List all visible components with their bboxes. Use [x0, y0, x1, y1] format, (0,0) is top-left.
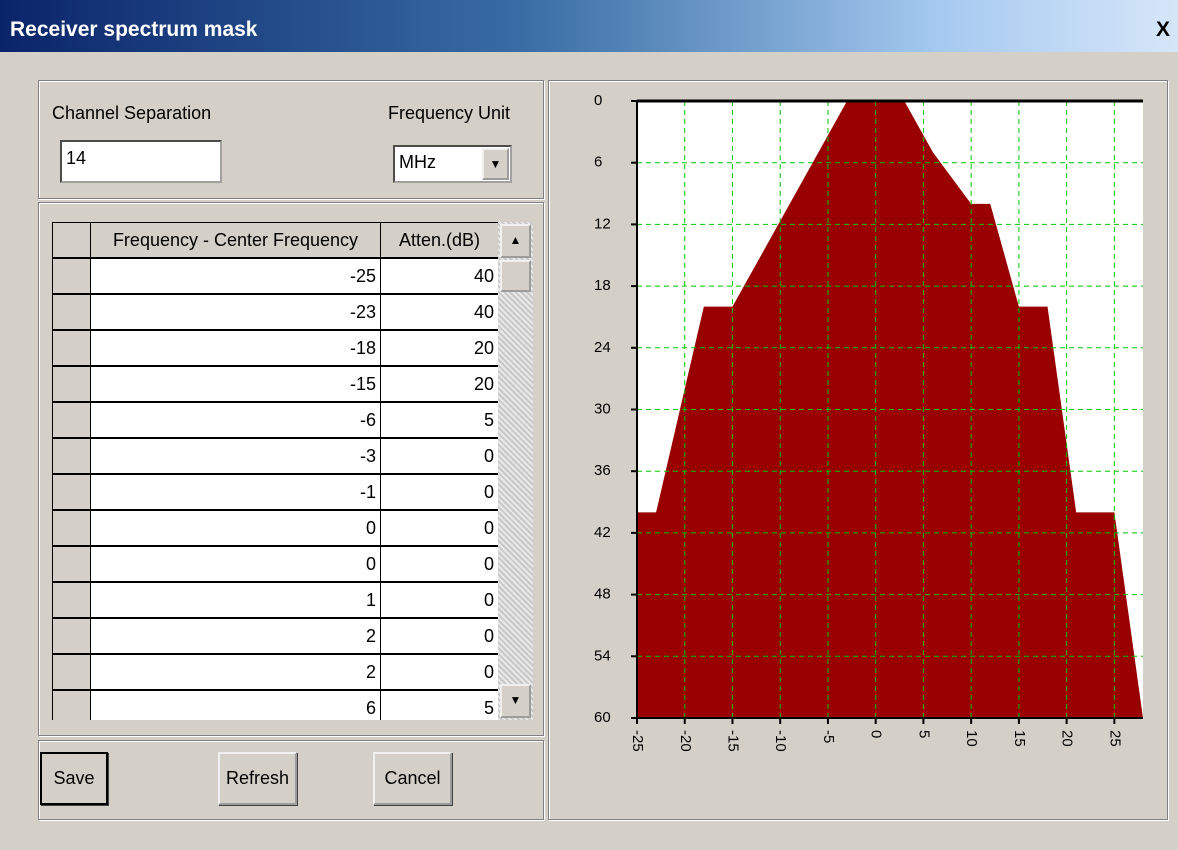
attenuation-cell: 20	[381, 331, 498, 367]
mask-table: Frequency - Center Frequency Atten.(dB) -2…	[52, 222, 498, 720]
frequency-cell: -25	[91, 259, 381, 295]
frequency-cell: -23	[91, 295, 381, 331]
row-header	[53, 619, 91, 655]
y-tick-label: 36	[594, 462, 611, 479]
x-tick-label: 10	[963, 730, 980, 747]
frequency-cell: 0	[91, 511, 381, 547]
y-tick-label: 30	[594, 400, 611, 417]
attenuation-cell: 0	[381, 475, 498, 511]
frequency-cell: -3	[91, 439, 381, 475]
scrollbar[interactable]	[498, 222, 533, 720]
x-tick-label: 0	[868, 730, 885, 738]
y-tick-label: 0	[594, 92, 602, 109]
button-panel	[38, 740, 544, 820]
save-button[interactable]: Save	[40, 752, 108, 805]
row-header	[53, 655, 91, 691]
column-header: Atten.(dB)	[381, 223, 498, 259]
x-tick-label: -5	[820, 730, 837, 743]
row-header	[53, 403, 91, 439]
refresh-button[interactable]: Refresh	[218, 752, 297, 805]
y-tick-label: 42	[594, 524, 611, 541]
frequency-unit-label: Frequency Unit	[388, 103, 511, 123]
row-header	[53, 511, 91, 547]
frequency-cell: -1	[91, 475, 381, 511]
header-corner	[53, 223, 91, 259]
attenuation-cell: 20	[381, 367, 498, 403]
frequency-cell: 2	[91, 619, 381, 655]
row-header	[53, 295, 91, 331]
frequency-cell: -18	[91, 331, 381, 367]
row-header	[53, 583, 91, 619]
x-tick-label: 20	[1059, 730, 1076, 747]
row-header	[53, 367, 91, 403]
frequency-cell: 0	[91, 547, 381, 583]
frequency-cell: 1	[91, 583, 381, 619]
x-tick-label: 15	[1011, 730, 1028, 747]
attenuation-cell: 5	[381, 691, 498, 720]
frequency-cell: 2	[91, 655, 381, 691]
table-panel	[38, 202, 544, 736]
y-tick-label: 60	[594, 709, 611, 726]
x-tick-label: -25	[629, 730, 646, 752]
row-header	[53, 331, 91, 367]
row-header	[53, 475, 91, 511]
x-tick-label: -15	[725, 730, 742, 752]
y-tick-label: 54	[594, 647, 611, 664]
window-title: Receiver spectrum mask	[10, 18, 258, 41]
channel-separation-input[interactable]: 14	[60, 140, 222, 183]
row-header	[53, 691, 91, 720]
y-tick-label: 24	[594, 339, 611, 356]
title-bar	[0, 0, 1178, 52]
dropdown-arrow[interactable]: ▼	[482, 148, 509, 180]
x-tick-label: 25	[1106, 730, 1123, 747]
channel-separation-label: Channel Separation	[52, 103, 212, 123]
attenuation-cell: 0	[381, 655, 498, 691]
frequency-cell: 6	[91, 691, 381, 720]
x-tick-label: -10	[772, 730, 789, 752]
chart: 0 6 12 18 24 30 36 42 48 54 60 -25 -20 -15 -10 -5 0 5 10 15…	[594, 92, 1143, 752]
chart-panel	[548, 80, 1168, 820]
scroll-thumb[interactable]	[500, 260, 531, 292]
y-tick-label: 6	[594, 154, 602, 171]
attenuation-cell: 0	[381, 619, 498, 655]
attenuation-cell: 0	[381, 511, 498, 547]
y-tick-label: 18	[594, 277, 611, 294]
attenuation-cell: 40	[381, 259, 498, 295]
x-tick-label: -20	[677, 730, 694, 752]
attenuation-cell: 0	[381, 439, 498, 475]
frequency-cell: -15	[91, 367, 381, 403]
row-header	[53, 439, 91, 475]
row-header	[53, 259, 91, 295]
x-tick-label: 5	[915, 730, 932, 738]
cancel-button[interactable]: Cancel	[373, 752, 452, 805]
settings-panel	[38, 80, 544, 199]
row-header	[53, 547, 91, 583]
scroll-up[interactable]: ▲	[500, 224, 531, 258]
y-tick-label: 12	[594, 215, 611, 232]
y-tick-label: 48	[594, 586, 611, 603]
attenuation-cell: 0	[381, 583, 498, 619]
scroll-down[interactable]: ▼	[500, 684, 531, 718]
column-header: Frequency - Center Frequency	[91, 223, 381, 259]
attenuation-cell: 5	[381, 403, 498, 439]
attenuation-cell: 40	[381, 295, 498, 331]
attenuation-cell: 0	[381, 547, 498, 583]
frequency-cell: -6	[91, 403, 381, 439]
close-button[interactable]: X	[1156, 18, 1171, 41]
